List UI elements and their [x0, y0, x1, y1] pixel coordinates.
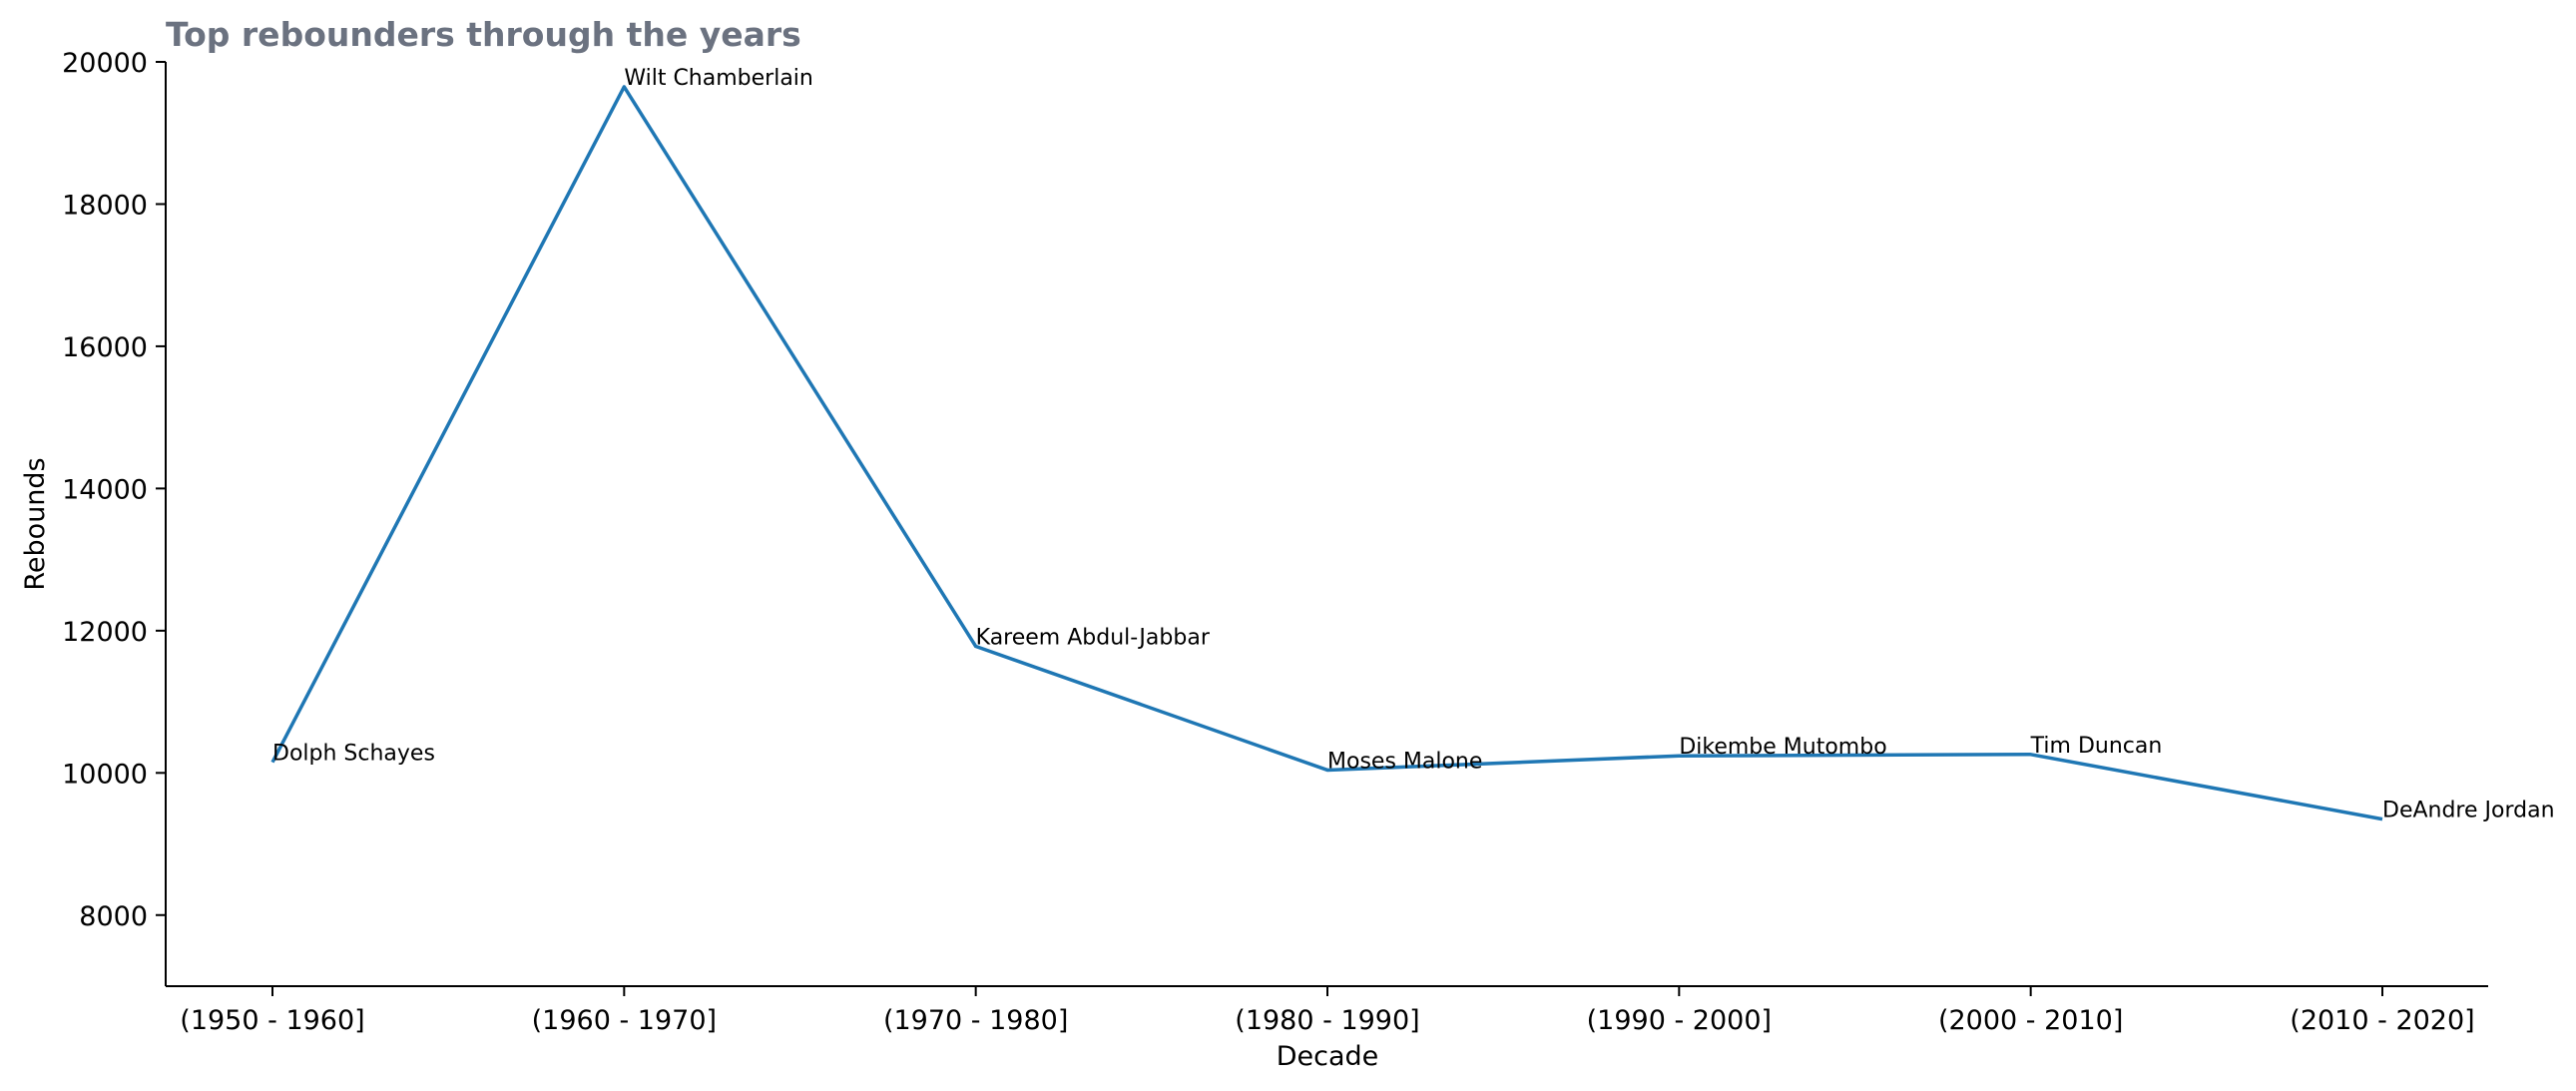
y-tick-label: 16000: [62, 332, 148, 363]
data-point-label: Dikembe Mutombo: [1679, 735, 1886, 760]
x-tick-label: (1950 - 1960]: [180, 1005, 364, 1036]
x-tick-label: (2000 - 2010]: [1938, 1005, 2123, 1036]
y-tick-label: 14000: [62, 474, 148, 505]
x-axis-label: Decade: [1277, 1041, 1379, 1072]
plot-area: Dolph Schayes Wilt Chamberlain Kareem Abdu…: [270, 66, 2555, 823]
y-axis-label: Rebounds: [20, 457, 51, 590]
data-point-label: DeAndre Jordan: [2382, 799, 2555, 823]
x-tick-label: (1960 - 1970]: [532, 1005, 717, 1036]
y-tick-label: 8000: [79, 901, 148, 932]
x-tick-label: (1970 - 1980]: [883, 1005, 1068, 1036]
y-axis-ticks: 8000 10000 12000 14000 16000 18000 20000: [62, 48, 166, 932]
chart-title: Top rebounders through the years: [166, 15, 801, 54]
y-tick-label: 20000: [62, 48, 148, 79]
data-point-label: Kareem Abdul-Jabbar: [976, 626, 1211, 651]
data-point-label: Dolph Schayes: [272, 742, 435, 767]
x-axis-ticks: (1950 - 1960] (1960 - 1970] (1970 - 1980] (…: [180, 986, 2475, 1036]
y-tick-label: 10000: [62, 759, 148, 790]
x-tick-label: (2010 - 2020]: [2290, 1005, 2474, 1036]
data-point-label: Wilt Chamberlain: [624, 66, 813, 91]
x-tick-label: (1980 - 1990]: [1235, 1005, 1419, 1036]
y-tick-label: 12000: [62, 617, 148, 648]
x-tick-label: (1990 - 2000]: [1587, 1005, 1772, 1036]
y-tick-label: 18000: [62, 190, 148, 221]
series-line: [270, 85, 2383, 821]
data-point-label: Tim Duncan: [2030, 734, 2163, 759]
data-point-label: Moses Malone: [1327, 749, 1482, 774]
